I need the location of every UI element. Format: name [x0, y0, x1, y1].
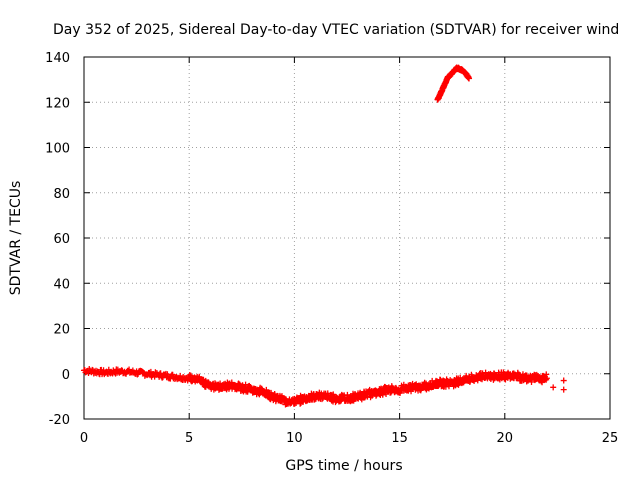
- x-tick-labels: 0 5 10 15 20 25: [80, 431, 618, 446]
- chart-title: Day 352 of 2025, Sidereal Day-to-day VTE…: [53, 22, 619, 38]
- y-tick-label: 20: [53, 323, 70, 338]
- data-point: [466, 75, 473, 82]
- data-point: [560, 377, 567, 384]
- y-tick-label: 0: [62, 368, 70, 383]
- y-tick-label: 100: [45, 142, 70, 157]
- data-point: [318, 396, 325, 403]
- grid-lines: [84, 57, 610, 419]
- y-tick-labels: -20 0 20 40 60 80 100 120 140: [45, 51, 70, 428]
- data-point: [514, 370, 521, 377]
- y-tick-label: 140: [45, 51, 70, 66]
- x-tick-label: 25: [602, 431, 619, 446]
- y-tick-label: -20: [49, 413, 70, 428]
- data-point: [196, 373, 203, 380]
- data-point: [311, 396, 318, 403]
- y-tick-label: 120: [45, 96, 70, 111]
- x-tick-label: 15: [391, 431, 408, 446]
- data-point: [157, 370, 164, 377]
- data-points: [81, 64, 567, 408]
- x-axis-label: GPS time / hours: [285, 458, 402, 474]
- data-point: [177, 372, 184, 379]
- data-point: [560, 386, 567, 393]
- y-axis-label: SDTVAR / TECUs: [8, 181, 24, 296]
- data-point: [550, 384, 557, 391]
- y-tick-label: 60: [53, 232, 70, 247]
- x-tick-label: 20: [497, 431, 514, 446]
- x-tick-label: 5: [185, 431, 193, 446]
- x-tick-label: 0: [80, 431, 88, 446]
- y-tick-label: 80: [53, 187, 70, 202]
- data-point: [543, 375, 550, 382]
- plot-area: [83, 56, 611, 420]
- x-tick-label: 10: [286, 431, 303, 446]
- y-tick-label: 40: [53, 277, 70, 292]
